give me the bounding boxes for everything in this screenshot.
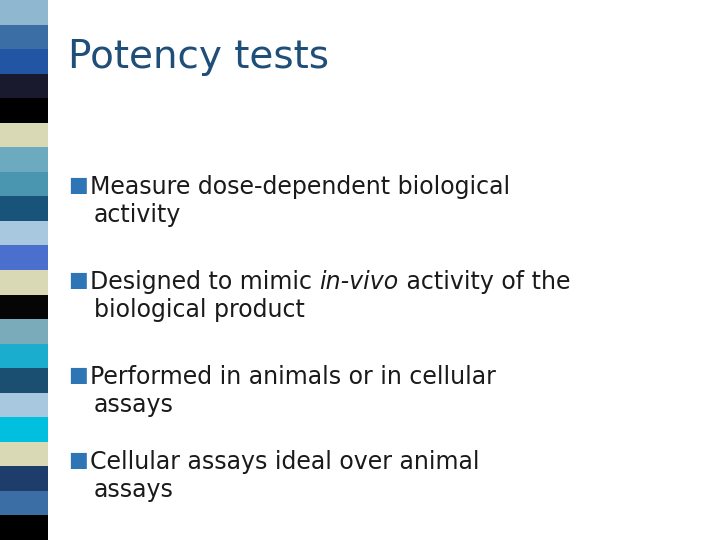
Text: Potency tests: Potency tests (68, 38, 329, 76)
Bar (0, 246, 48, 270)
Text: assays: assays (94, 478, 174, 502)
Text: activity of the: activity of the (399, 270, 570, 294)
Bar (0, 197, 48, 221)
Bar (0, 123, 48, 147)
Bar (0, 516, 48, 540)
Text: ■: ■ (68, 450, 88, 470)
Text: Performed in animals or in cellular: Performed in animals or in cellular (90, 365, 496, 389)
Bar (0, 0, 48, 24)
Bar (0, 491, 48, 516)
Bar (0, 221, 48, 246)
Bar (0, 147, 48, 172)
Bar (0, 393, 48, 417)
Bar (0, 49, 48, 73)
Bar (0, 24, 48, 49)
Bar (0, 442, 48, 467)
Text: Cellular assays ideal over animal: Cellular assays ideal over animal (90, 450, 480, 474)
Text: assays: assays (94, 393, 174, 417)
Bar (0, 294, 48, 319)
Bar (0, 467, 48, 491)
Bar (0, 172, 48, 197)
Text: ■: ■ (68, 175, 88, 195)
Bar (0, 270, 48, 294)
Bar (0, 319, 48, 343)
Text: ■: ■ (68, 270, 88, 290)
Bar (0, 98, 48, 123)
Bar (0, 343, 48, 368)
Text: Designed to mimic: Designed to mimic (90, 270, 320, 294)
Text: Measure dose-dependent biological: Measure dose-dependent biological (90, 175, 510, 199)
Bar (0, 417, 48, 442)
Text: activity: activity (94, 203, 181, 227)
Bar (0, 368, 48, 393)
Text: in-vivo: in-vivo (320, 270, 399, 294)
Text: ■: ■ (68, 365, 88, 385)
Text: biological product: biological product (94, 298, 305, 322)
Bar (0, 73, 48, 98)
